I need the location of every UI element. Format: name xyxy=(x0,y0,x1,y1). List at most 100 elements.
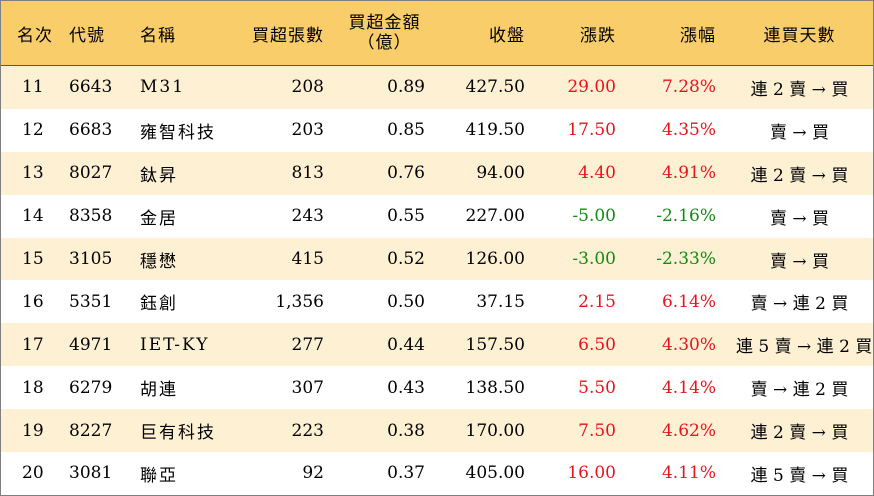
cell-close: 427.50 xyxy=(435,65,535,109)
cell-streak: 賣 → 買 xyxy=(726,237,873,281)
table-row: 18 6279 胡連 307 0.43 138.50 5.50 4.14% 賣 → 連 2 買 xyxy=(1,366,873,410)
header-buy-lots: 買超張數 xyxy=(234,1,334,66)
cell-code: 8358 xyxy=(63,194,134,238)
table-row: 16 5351 鈺創 1,356 0.50 37.15 2.15 6.14% 賣 → 連 2 買 xyxy=(1,280,873,324)
cell-rank: 11 xyxy=(1,65,63,109)
cell-rank: 20 xyxy=(1,452,63,495)
cell-change-pct: 4.30% xyxy=(626,323,726,367)
cell-name: 胡連 xyxy=(134,366,234,410)
header-close: 收盤 xyxy=(435,1,535,66)
cell-code: 3105 xyxy=(63,237,134,281)
cell-change: -3.00 xyxy=(535,237,626,281)
cell-buy-amount: 0.89 xyxy=(334,65,435,109)
cell-code: 6683 xyxy=(63,108,134,152)
table-body: 11 6643 M31 208 0.89 427.50 29.00 7.28% 連 2 賣 → … xyxy=(1,65,873,495)
cell-code: 6279 xyxy=(63,366,134,410)
table-row: 20 3081 聯亞 92 0.37 405.00 16.00 4.11% 連 5 賣 → 買 xyxy=(1,452,873,495)
cell-change: -5.00 xyxy=(535,194,626,238)
cell-buy-amount: 0.50 xyxy=(334,280,435,324)
cell-buy-lots: 92 xyxy=(234,452,334,495)
table-row: 19 8227 巨有科技 223 0.38 170.00 7.50 4.62% 連 2 賣 → … xyxy=(1,409,873,453)
header-code: 代號 xyxy=(63,1,134,66)
cell-change-pct: 4.91% xyxy=(626,151,726,195)
cell-name: 鈺創 xyxy=(134,280,234,324)
table-row: 17 4971 IET-KY 277 0.44 157.50 6.50 4.30% 連 5 賣 … xyxy=(1,323,873,367)
cell-change: 29.00 xyxy=(535,65,626,109)
cell-rank: 16 xyxy=(1,280,63,324)
cell-code: 5351 xyxy=(63,280,134,324)
cell-name: 金居 xyxy=(134,194,234,238)
cell-code: 8227 xyxy=(63,409,134,453)
header-name: 名稱 xyxy=(134,1,234,66)
cell-code: 6643 xyxy=(63,65,134,109)
cell-code: 4971 xyxy=(63,323,134,367)
cell-change: 6.50 xyxy=(535,323,626,367)
header-streak: 連買天數 xyxy=(726,1,873,66)
header-change-pct: 漲幅 xyxy=(626,1,726,66)
cell-change: 16.00 xyxy=(535,452,626,495)
header-change: 漲跌 xyxy=(535,1,626,66)
cell-buy-amount: 0.85 xyxy=(334,108,435,152)
cell-change-pct: 4.35% xyxy=(626,108,726,152)
cell-buy-lots: 813 xyxy=(234,151,334,195)
cell-streak: 賣 → 買 xyxy=(726,108,873,152)
cell-buy-amount: 0.76 xyxy=(334,151,435,195)
cell-close: 37.15 xyxy=(435,280,535,324)
cell-change-pct: 4.14% xyxy=(626,366,726,410)
cell-change: 17.50 xyxy=(535,108,626,152)
cell-streak: 連 2 賣 → 買 xyxy=(726,151,873,195)
cell-change-pct: 4.62% xyxy=(626,409,726,453)
cell-rank: 13 xyxy=(1,151,63,195)
cell-name: M31 xyxy=(134,65,234,109)
cell-buy-amount: 0.43 xyxy=(334,366,435,410)
cell-rank: 18 xyxy=(1,366,63,410)
table-row: 13 8027 鈦昇 813 0.76 94.00 4.40 4.91% 連 2 賣 → 買 xyxy=(1,151,873,195)
cell-close: 157.50 xyxy=(435,323,535,367)
table-row: 12 6683 雍智科技 203 0.85 419.50 17.50 4.35% 賣 → 買 xyxy=(1,108,873,152)
cell-close: 94.00 xyxy=(435,151,535,195)
cell-buy-lots: 203 xyxy=(234,108,334,152)
cell-close: 170.00 xyxy=(435,409,535,453)
cell-close: 138.50 xyxy=(435,366,535,410)
cell-close: 419.50 xyxy=(435,108,535,152)
cell-close: 126.00 xyxy=(435,237,535,281)
cell-buy-lots: 243 xyxy=(234,194,334,238)
cell-streak: 賣 → 連 2 買 xyxy=(726,366,873,410)
cell-change: 4.40 xyxy=(535,151,626,195)
cell-rank: 19 xyxy=(1,409,63,453)
cell-streak: 賣 → 連 2 買 xyxy=(726,280,873,324)
cell-change-pct: -2.16% xyxy=(626,194,726,238)
cell-buy-amount: 0.55 xyxy=(334,194,435,238)
cell-buy-lots: 307 xyxy=(234,366,334,410)
cell-change-pct: -2.33% xyxy=(626,237,726,281)
cell-name: 雍智科技 xyxy=(134,108,234,152)
cell-code: 3081 xyxy=(63,452,134,495)
cell-change-pct: 7.28% xyxy=(626,65,726,109)
cell-change: 2.15 xyxy=(535,280,626,324)
cell-name: 巨有科技 xyxy=(134,409,234,453)
cell-code: 8027 xyxy=(63,151,134,195)
cell-change-pct: 6.14% xyxy=(626,280,726,324)
header-buy-amount: 買超金額 （億） xyxy=(334,1,435,66)
header-rank: 名次 xyxy=(1,1,63,66)
cell-rank: 17 xyxy=(1,323,63,367)
cell-change: 5.50 xyxy=(535,366,626,410)
cell-streak: 連 2 賣 → 買 xyxy=(726,409,873,453)
cell-streak: 連 5 賣 → 連 2 買 xyxy=(726,323,873,367)
cell-rank: 12 xyxy=(1,108,63,152)
cell-buy-lots: 223 xyxy=(234,409,334,453)
header-row: 名次 代號 名稱 買超張數 買超金額 （億） 收盤 漲跌 漲幅 連買天數 xyxy=(1,1,873,66)
cell-change: 7.50 xyxy=(535,409,626,453)
cell-buy-amount: 0.52 xyxy=(334,237,435,281)
cell-buy-lots: 1,356 xyxy=(234,280,334,324)
cell-buy-lots: 277 xyxy=(234,323,334,367)
cell-buy-lots: 208 xyxy=(234,65,334,109)
cell-buy-amount: 0.37 xyxy=(334,452,435,495)
cell-buy-lots: 415 xyxy=(234,237,334,281)
cell-streak: 賣 → 買 xyxy=(726,194,873,238)
cell-close: 405.00 xyxy=(435,452,535,495)
cell-change-pct: 4.11% xyxy=(626,452,726,495)
table-row: 14 8358 金居 243 0.55 227.00 -5.00 -2.16% 賣 → 買 xyxy=(1,194,873,238)
